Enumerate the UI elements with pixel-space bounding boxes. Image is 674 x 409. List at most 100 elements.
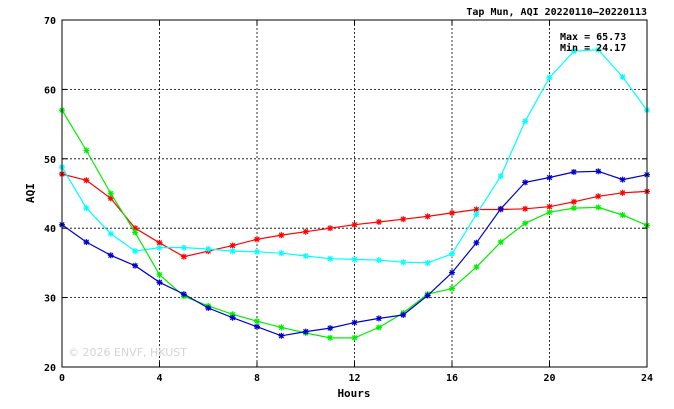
- marker-stroke: [546, 74, 553, 81]
- data-point: [278, 250, 285, 257]
- marker-stroke: [327, 225, 333, 231]
- marker-stroke: [278, 232, 285, 238]
- data-point: [132, 248, 139, 255]
- series-4: [59, 168, 650, 339]
- data-point: [327, 334, 334, 341]
- series-2: [59, 46, 650, 266]
- x-tick-label: 24: [641, 373, 653, 384]
- data-point: [83, 147, 90, 154]
- x-axis-ticks: 0 4 8 12 16 20 24: [59, 20, 653, 384]
- x-tick-label: 4: [156, 373, 162, 384]
- data-point: [229, 314, 236, 321]
- data-point: [254, 318, 260, 325]
- marker-stroke: [351, 256, 358, 263]
- marker-stroke: [571, 205, 577, 211]
- data-point: [132, 262, 139, 269]
- marker-stroke: [156, 240, 163, 246]
- data-point: [132, 229, 139, 236]
- marker-stroke: [449, 251, 455, 257]
- data-point: [278, 232, 285, 239]
- data-point: [522, 179, 529, 186]
- series-layer: [59, 46, 650, 341]
- marker-stroke: [278, 333, 285, 339]
- data-point: [595, 193, 602, 200]
- marker-stroke: [327, 335, 333, 341]
- marker-stroke: [278, 324, 285, 331]
- x-tick-label: 8: [254, 373, 260, 384]
- data-point: [375, 315, 382, 322]
- marker-stroke: [303, 328, 309, 335]
- data-point: [449, 250, 455, 257]
- data-point: [595, 46, 602, 53]
- marker-stroke: [376, 257, 382, 263]
- data-point: [156, 271, 163, 278]
- marker-stroke: [571, 199, 577, 205]
- marker-stroke: [327, 256, 333, 262]
- marker-stroke: [181, 253, 187, 260]
- marker-stroke: [595, 168, 601, 174]
- data-point: [156, 244, 163, 251]
- data-point: [424, 259, 431, 266]
- marker-stroke: [522, 206, 528, 212]
- marker-stroke: [108, 190, 114, 197]
- data-point: [473, 211, 480, 218]
- marker-stroke: [595, 204, 601, 211]
- marker-stroke: [498, 173, 504, 179]
- marker-stroke: [522, 118, 528, 124]
- marker-stroke: [571, 169, 577, 175]
- marker-stroke: [424, 213, 431, 220]
- marker-stroke: [83, 177, 90, 183]
- marker-stroke: [546, 204, 553, 210]
- data-point: [497, 205, 504, 212]
- marker-stroke: [424, 292, 431, 299]
- data-point: [107, 252, 114, 259]
- marker-stroke: [132, 229, 138, 236]
- marker-stroke: [254, 249, 260, 255]
- data-point: [107, 190, 114, 197]
- marker-stroke: [156, 279, 163, 286]
- marker-stroke: [498, 206, 504, 212]
- marker-stroke: [473, 240, 480, 246]
- data-point: [424, 213, 431, 220]
- data-point: [546, 174, 553, 181]
- data-point: [570, 168, 577, 175]
- x-tick-label: 12: [348, 373, 360, 384]
- data-point: [254, 248, 260, 255]
- data-point: [254, 323, 260, 330]
- data-point: [327, 325, 334, 332]
- marker-stroke: [303, 228, 309, 235]
- marker-stroke: [619, 190, 626, 196]
- data-point: [473, 239, 480, 246]
- marker-stroke: [229, 242, 236, 249]
- marker-stroke: [400, 259, 406, 265]
- data-point: [400, 216, 407, 223]
- data-point: [83, 205, 90, 212]
- y-axis-label: AQI: [24, 183, 37, 203]
- data-point: [546, 203, 553, 210]
- marker-stroke: [205, 246, 211, 252]
- data-point: [278, 332, 285, 339]
- data-point: [375, 218, 382, 225]
- data-point: [570, 198, 577, 205]
- marker-stroke: [595, 47, 601, 53]
- x-tick-label: 20: [543, 373, 555, 384]
- data-point: [595, 204, 602, 211]
- data-point: [351, 221, 358, 228]
- y-tick-label: 70: [44, 16, 56, 27]
- data-point: [400, 259, 407, 266]
- data-point: [449, 285, 455, 292]
- data-point: [619, 189, 626, 196]
- marker-stroke: [254, 236, 260, 242]
- marker-stroke: [83, 147, 90, 154]
- data-point: [302, 328, 309, 335]
- data-point: [351, 319, 358, 326]
- marker-stroke: [181, 244, 187, 251]
- marker-stroke: [83, 239, 90, 245]
- data-point: [302, 228, 309, 235]
- data-point: [570, 48, 577, 55]
- marker-stroke: [83, 205, 90, 211]
- marker-stroke: [181, 291, 187, 297]
- data-point: [229, 248, 236, 255]
- marker-stroke: [132, 248, 138, 254]
